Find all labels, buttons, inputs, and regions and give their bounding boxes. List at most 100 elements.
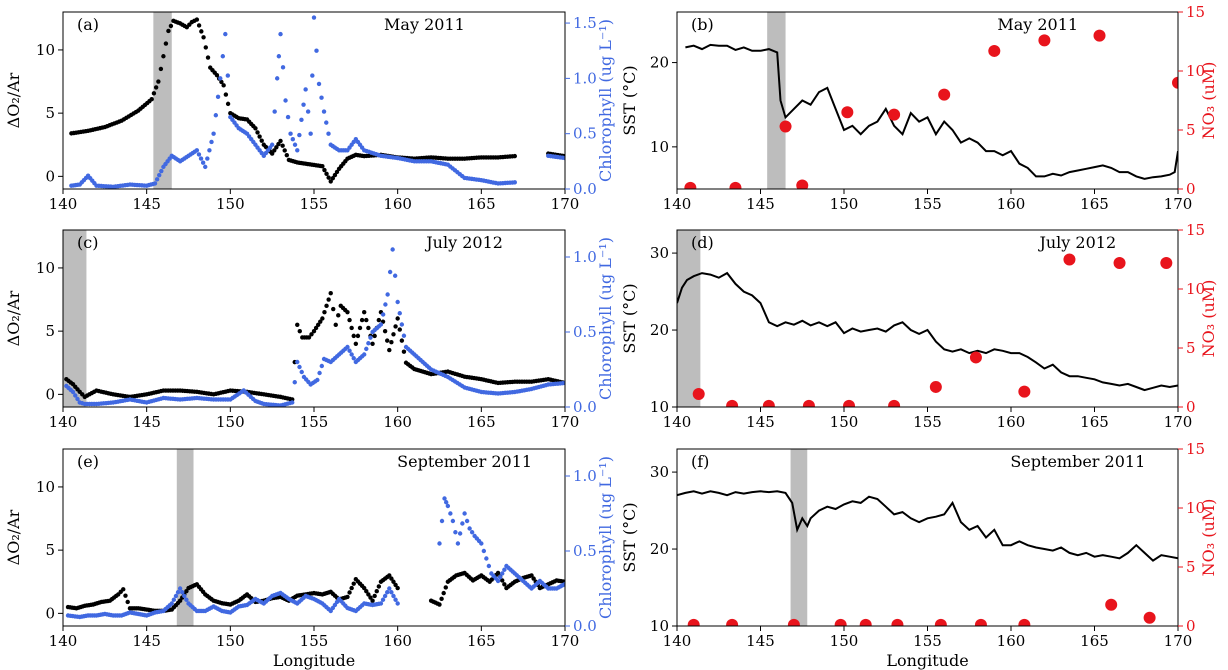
do2ar-point (177, 598, 183, 603)
chlorophyll-point (460, 521, 465, 526)
y-axis-label: ΔO₂/Ar (4, 72, 23, 128)
chlorophyll-point (213, 113, 219, 118)
do2ar-point (374, 589, 379, 594)
do2ar-point (401, 349, 407, 354)
do2ar-point (295, 322, 300, 328)
chlorophyll-point (301, 102, 306, 107)
panel-b: 140 145 150 155 160 165 170 10 20 0 5 10 15 (b) May 20… (620, 3, 1218, 213)
axes-frame (62, 11, 566, 190)
chlorophyll-point (317, 370, 322, 376)
chlorophyll-point (295, 359, 300, 365)
do2ar-point (272, 148, 277, 153)
chlorophyll-point (455, 541, 461, 546)
chlorophyll-point (305, 109, 311, 114)
x-tick-label: 145 (746, 195, 775, 213)
chlorophyll-point (283, 98, 288, 103)
x-tick-label: 140 (49, 195, 78, 213)
chlorophyll-point (218, 76, 223, 81)
do2ar-point (393, 324, 398, 329)
no3-point (969, 351, 982, 364)
do2ar-point (166, 28, 171, 34)
sst-line (677, 490, 1178, 562)
plot-area-c (63, 230, 565, 407)
y-tick-label: 20 (650, 321, 669, 339)
chlorophyll-point (314, 48, 319, 53)
y2-tick-label: 1.5 (573, 14, 597, 32)
do2ar-point (253, 126, 258, 131)
chlorophyll-point (450, 518, 456, 524)
chlorophyll-point (173, 593, 179, 599)
y2-tick-label: 15 (1186, 221, 1205, 239)
y-tick-label: 10 (36, 478, 55, 496)
x-tick-label: 170 (1164, 413, 1193, 431)
do2ar-point (362, 585, 367, 591)
chlorophyll-point (385, 590, 390, 595)
do2ar-point (351, 333, 356, 339)
chlorophyll-point (285, 114, 291, 120)
do2ar-point (161, 54, 166, 59)
x-tick-label: 150 (830, 632, 859, 650)
chlorophyll-point (295, 148, 300, 153)
chlorophyll-point (347, 348, 352, 353)
do2ar-point (331, 306, 336, 312)
x-tick-label: 140 (49, 632, 78, 650)
y2-axis-label: NO₃ (uM) (1199, 499, 1218, 577)
do2ar-point (184, 589, 189, 594)
x-tick-label: 170 (1164, 195, 1193, 213)
chlorophyll-point (290, 137, 296, 142)
no3-point (762, 399, 775, 407)
chlorophyll-point (299, 117, 304, 123)
chlorophyll-point (364, 346, 369, 352)
y-tick-label: 30 (650, 244, 669, 262)
chlorophyll-point (401, 333, 407, 338)
do2ar-point (332, 172, 338, 178)
do2ar-point (168, 23, 174, 29)
do2ar-point (257, 134, 262, 139)
x-tick-label: 170 (551, 632, 580, 650)
do2ar-point (328, 179, 333, 184)
y2-tick-label: 5 (1186, 558, 1196, 576)
y2-tick-label: 10 (1186, 280, 1205, 298)
plot-area-a (69, 12, 565, 189)
x-tick-label: 165 (467, 632, 496, 650)
chlorophyll-point (180, 590, 185, 595)
do2ar-point (297, 328, 302, 334)
do2ar-point (282, 148, 287, 153)
y2-tick-label: 10 (1186, 499, 1205, 517)
y2-tick-label: 0 (1186, 398, 1196, 416)
do2ar-point (389, 576, 394, 581)
y2-tick-label: 0 (1186, 180, 1196, 198)
chlorophyll-point (169, 601, 174, 606)
x-tick-label: 145 (132, 195, 161, 213)
panel-label: (f) (691, 452, 709, 471)
y2-tick-label: 0.0 (573, 180, 597, 198)
x-tick-label: 150 (830, 413, 859, 431)
chlorophyll-point (303, 87, 308, 92)
y-tick-label: 10 (650, 138, 669, 156)
no3-point (1038, 34, 1051, 47)
chlorophyll-point (442, 496, 447, 501)
do2ar-point (274, 145, 279, 150)
do2ar-point (389, 340, 394, 345)
do2ar-point (280, 143, 285, 148)
chlorophyll-point (512, 180, 517, 185)
panel-f: 140 145 150 155 160 165 170 10 20 30 0 5 10 15 (f) Sept… (620, 440, 1218, 670)
y2-tick-label: 5 (1186, 121, 1196, 139)
chlorophyll-point (272, 109, 277, 114)
do2ar-point (221, 83, 226, 88)
do2ar-point (500, 578, 505, 583)
do2ar-point (531, 576, 536, 581)
chlorophyll-point (159, 168, 164, 174)
do2ar-point (225, 101, 231, 107)
chlorophyll-point (462, 511, 467, 516)
no3-point (796, 179, 809, 189)
do2ar-point (364, 317, 369, 323)
panel-label: (a) (77, 15, 99, 34)
chlorophyll-point (437, 541, 442, 546)
x-tick-label: 155 (913, 413, 942, 431)
chlorophyll-point (326, 131, 331, 136)
x-tick-label: 155 (300, 195, 329, 213)
x-tick-label: 165 (467, 195, 496, 213)
no3-point (726, 618, 739, 626)
chlorophyll-point (484, 556, 489, 561)
